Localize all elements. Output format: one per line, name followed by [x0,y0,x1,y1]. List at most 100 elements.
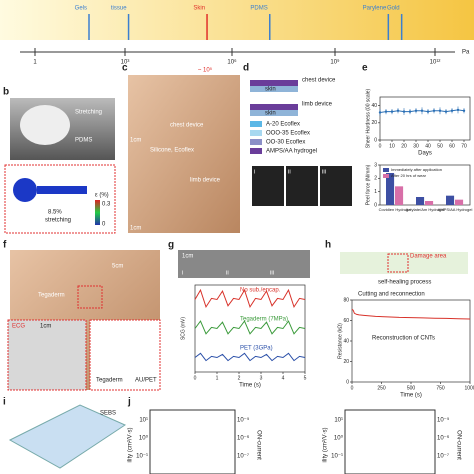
panel-label: d [243,63,249,74]
scale-label: 1cm [182,254,193,260]
y-axis-label: Sheer Hardness (00 scale) [365,88,371,148]
legend-label: AMPS/AA hydrogel [266,149,317,155]
annotation: Damage area [410,254,447,260]
x-tick-label: 0 [194,375,197,381]
data-point [450,109,454,112]
inset [89,319,161,391]
data-point [438,109,442,112]
inset-label: i [182,271,183,277]
y-tick-label: 40 [371,103,377,109]
x-axis-label: Time (s) [400,393,422,399]
annotation: limb device [190,178,221,184]
layer [250,86,298,92]
y2-tick-label: 10⁻⁷ [237,453,249,460]
data-point [462,109,466,112]
data-point [432,109,436,112]
layer [250,110,298,116]
data-line [194,288,306,309]
annotation: self-healing process [378,280,431,286]
tick-label: 1 [33,60,37,66]
legend-swatch [250,130,262,136]
legend-swatch [250,121,262,127]
material-label: Gels [75,6,87,12]
annotation: skin [265,87,276,93]
annotation: Cutting and reconnection [358,292,425,298]
plot-frame [149,409,236,474]
photo [128,75,240,233]
panel-label: h [325,240,331,251]
y-tick-label: 10⁻¹ [331,454,343,460]
legend-label: OOO-35 Ecoflex [266,131,310,137]
annotation: Reconstruction of CNTs [372,336,435,342]
x-tick-label: 50 [437,143,443,149]
annotation: skin [265,111,276,117]
tick-label: 10⁹ [330,59,340,66]
panel-label: f [3,240,7,251]
y-tick-label: 20 [371,120,377,126]
annotation: 8.5% [48,210,62,216]
scale-band [0,0,474,40]
tick-label: 10⁶ [227,59,237,66]
plot-frame [379,96,471,141]
y-tick-label: 10⁻¹ [136,454,148,460]
x-tick-label: AMPS/AA Hydrogel [438,207,473,212]
y2-tick-label: 10⁻⁶ [437,435,450,442]
x-tick-label: 500 [407,385,416,391]
annotation: ECG [12,324,25,330]
material-label: tissue [111,6,127,12]
y2-tick-label: 10⁻⁶ [237,435,250,442]
data-point [444,110,448,113]
x-tick-label: 0 [351,385,354,391]
series-label: Tegaderm (7MPa) [240,317,288,323]
y-tick-label: 0 [374,202,377,208]
y-axis-label: Resistance (kΩ) [337,323,343,359]
data-line [351,308,471,320]
layer [250,104,298,110]
data-point [402,110,406,113]
scale-label: 1cm [130,138,141,144]
x-tick-label: 250 [377,385,386,391]
inset-photo [320,166,352,206]
data-point [414,109,418,112]
data-point [420,109,424,112]
x-tick-label: 4 [282,375,285,381]
x-tick-label: 10 [389,143,395,149]
y-tick-label: 10⁰ [139,435,149,442]
material-label: Skin [193,6,205,12]
bar [395,186,404,205]
x-tick-label: Covidien Hydrogel [379,207,412,212]
x-tick-label: Acrylate/Am Hydrogel [406,207,445,212]
data-point [378,111,382,114]
y-tick-label: 0 [346,379,349,385]
annotation: Stretching [75,110,102,116]
material-label: Parylene [363,6,387,12]
y-tick-label: 10¹ [334,418,343,424]
colorbar-label: 0 [102,222,106,228]
y-axis-label: ility (cm²/V·s) [323,428,329,463]
highlight [77,285,103,309]
y2-tick-label: 10⁻⁷ [437,453,449,460]
y-axis-label: ility (cm²/V·s) [128,428,134,463]
data-point [456,108,460,112]
data-point [396,109,400,112]
legend-swatch [250,148,262,154]
x-tick-label: 30 [413,143,419,149]
y-tick-label: 10¹ [139,418,148,424]
bar [386,173,395,205]
legend-label: OO-30 Ecoflex [266,140,305,146]
legend-swatch [383,168,389,172]
data-line [194,352,306,362]
colorbar-label: 0.3 [102,202,111,208]
plot-frame [344,409,436,474]
legend-swatch [250,139,262,145]
layer [250,80,298,86]
y-tick-label: 2 [374,176,377,182]
x-axis-label: Time (s) [239,383,261,389]
annotation: AU/PET [135,378,157,384]
x-tick-label: 750 [436,385,445,391]
annotation: SEBS [100,411,116,417]
colorbar-title: ε (%) [95,193,109,199]
data-line [194,320,306,335]
photo [178,250,310,278]
sim-disc [13,178,37,202]
